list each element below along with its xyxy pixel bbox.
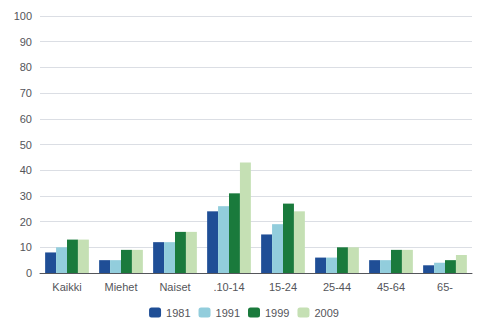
svg-text:10: 10 xyxy=(20,241,32,253)
svg-text:Kaikki: Kaikki xyxy=(52,281,81,293)
svg-text:1981: 1981 xyxy=(166,307,190,319)
svg-text:2009: 2009 xyxy=(314,307,338,319)
svg-text:30: 30 xyxy=(20,190,32,202)
svg-text:Miehet: Miehet xyxy=(104,281,137,293)
svg-text:25-44: 25-44 xyxy=(323,281,351,293)
svg-text:60: 60 xyxy=(20,113,32,125)
svg-text:100: 100 xyxy=(14,10,32,22)
svg-text:15-24: 15-24 xyxy=(269,281,297,293)
svg-text:1999: 1999 xyxy=(265,307,289,319)
svg-text:Naiset: Naiset xyxy=(159,281,190,293)
svg-text:.10-14: .10-14 xyxy=(213,281,244,293)
svg-text:80: 80 xyxy=(20,61,32,73)
svg-text:40: 40 xyxy=(20,164,32,176)
svg-text:50: 50 xyxy=(20,139,32,151)
svg-text:1991: 1991 xyxy=(216,307,240,319)
svg-text:70: 70 xyxy=(20,87,32,99)
svg-text:45-64: 45-64 xyxy=(377,281,405,293)
svg-text:65-: 65- xyxy=(437,281,453,293)
svg-text:20: 20 xyxy=(20,216,32,228)
svg-text:90: 90 xyxy=(20,36,32,48)
svg-text:0: 0 xyxy=(26,267,32,279)
